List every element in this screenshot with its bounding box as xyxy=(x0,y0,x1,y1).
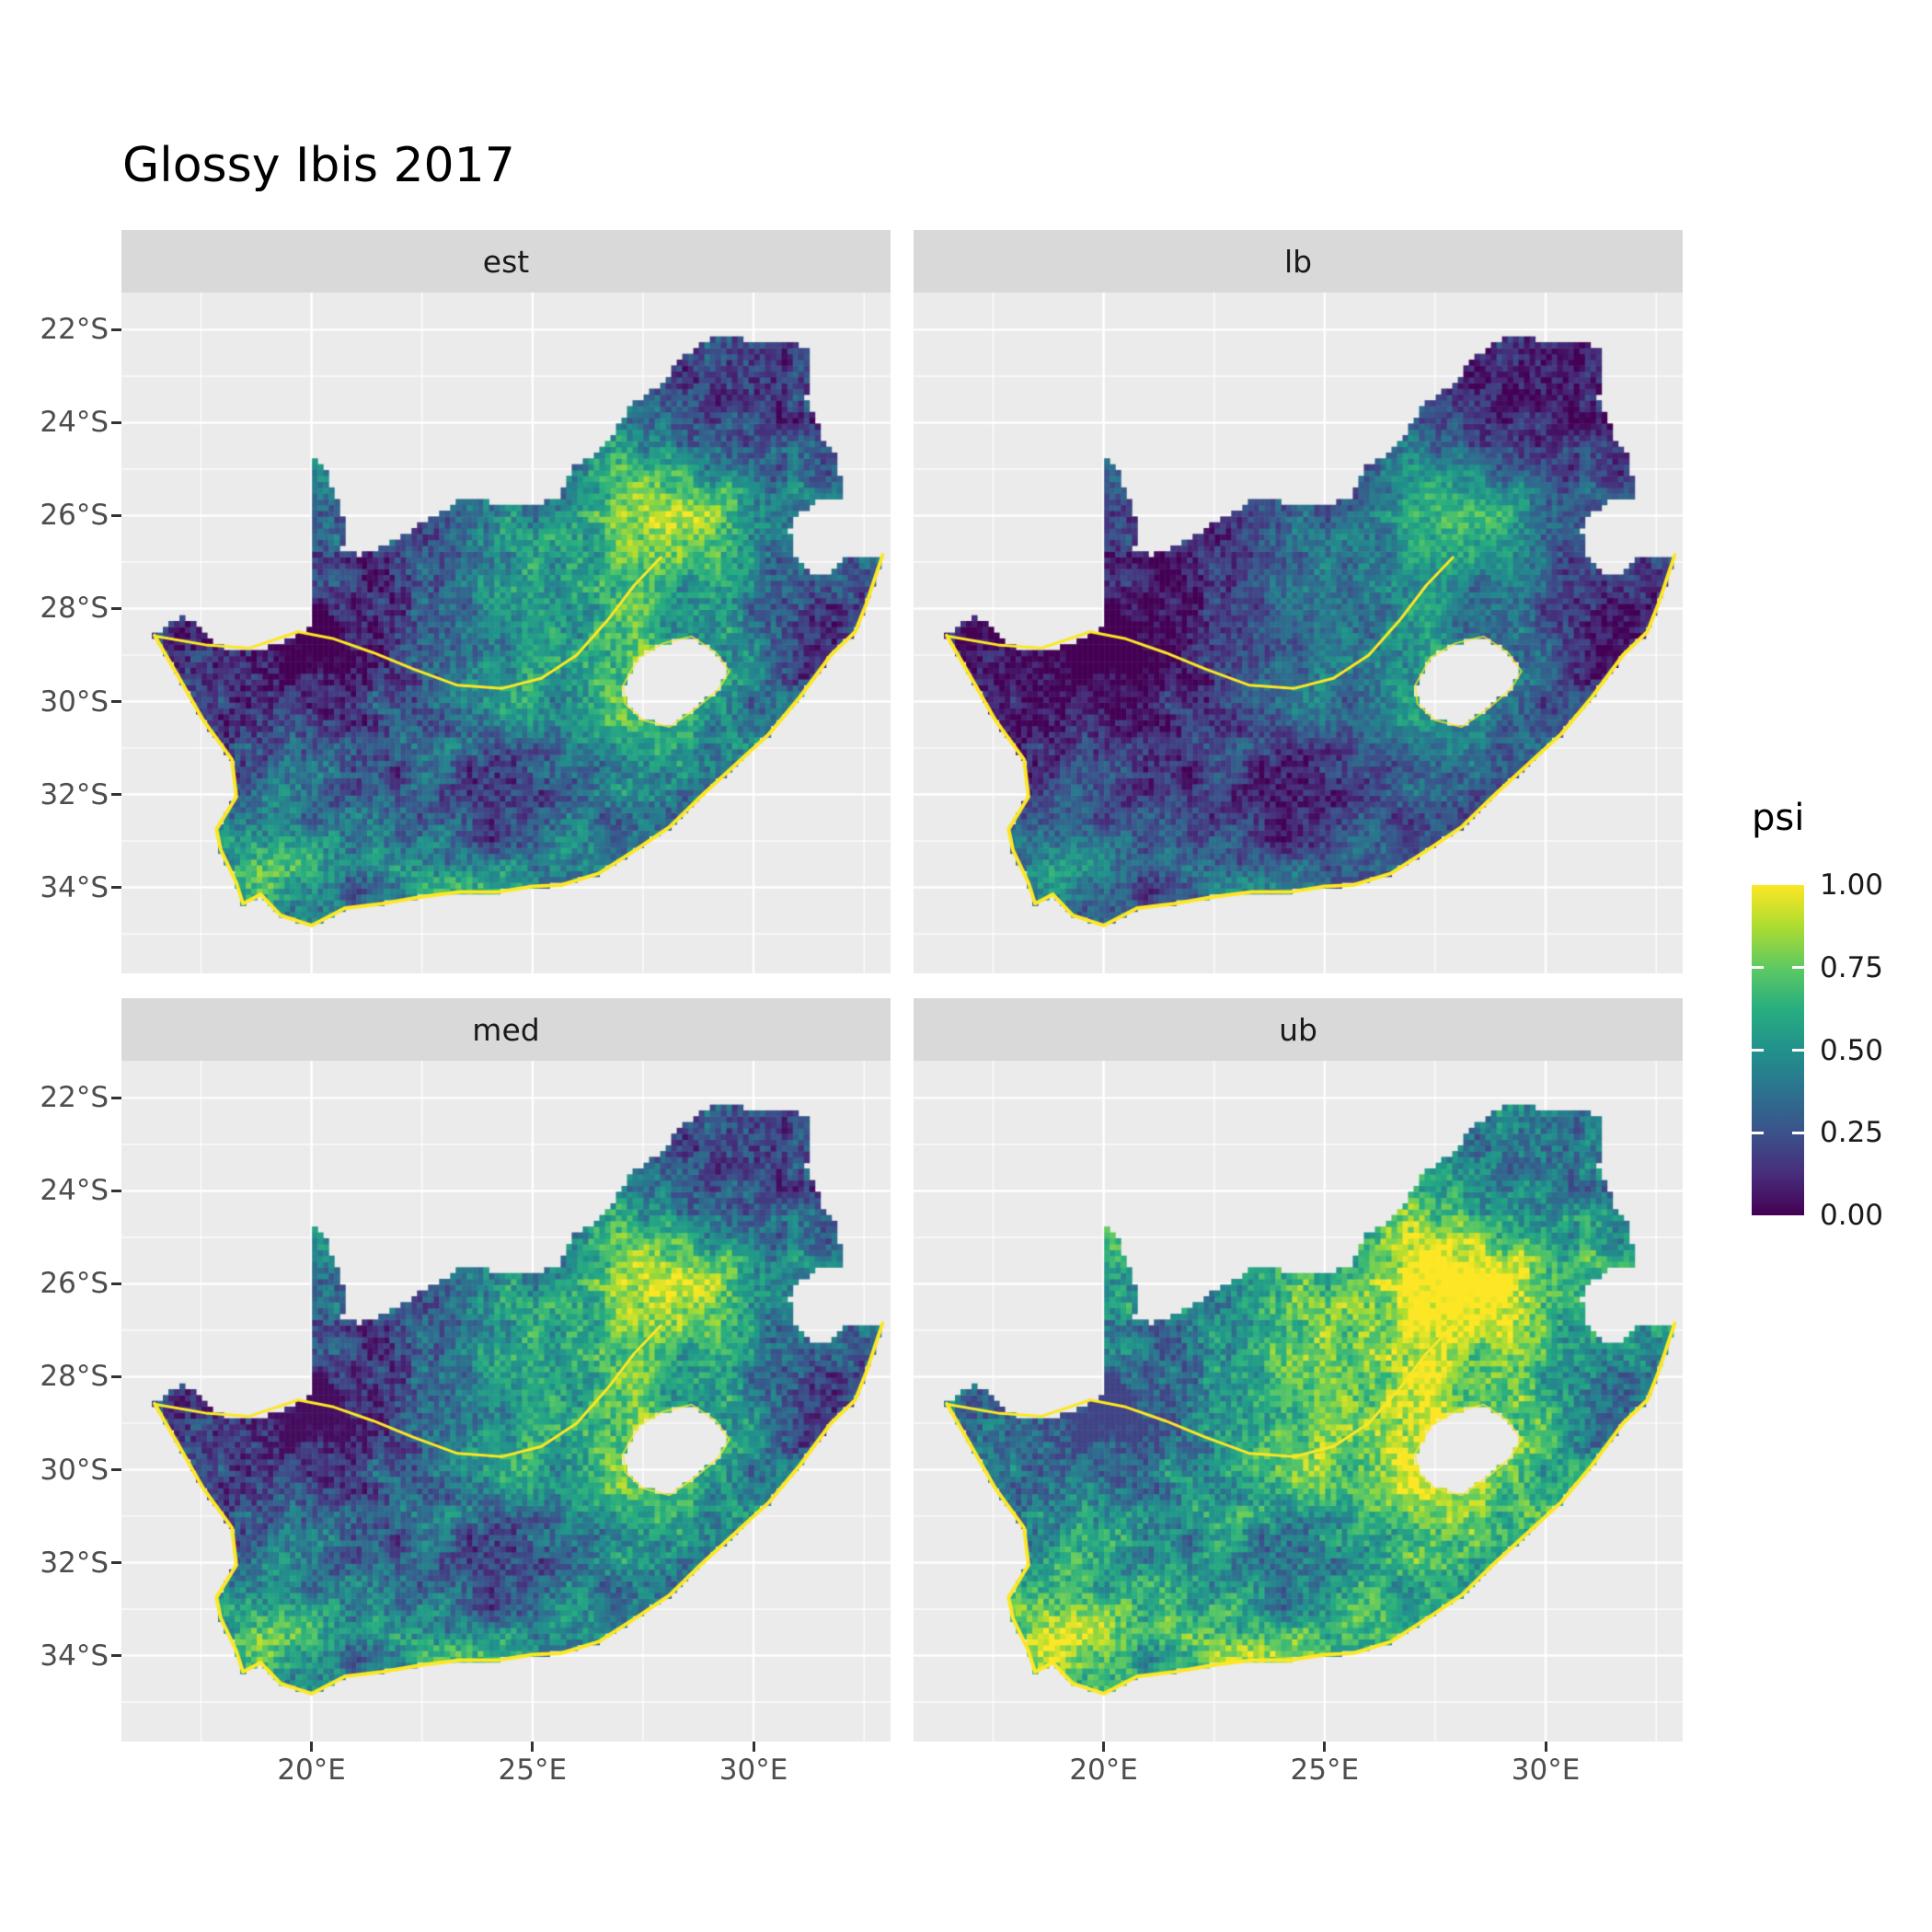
facet-label-med: med xyxy=(472,1011,540,1048)
y-axis-tick-label: 34°S xyxy=(40,870,109,904)
axis-tick-mark xyxy=(310,1742,314,1752)
y-axis-tick-label: 22°S xyxy=(40,313,109,347)
facet-label-ub: ub xyxy=(1279,1011,1317,1048)
axis-tick-mark xyxy=(111,1282,121,1285)
y-axis-tick-label: 30°S xyxy=(40,1453,109,1487)
axis-tick-mark xyxy=(1544,1742,1547,1752)
axis-tick-mark xyxy=(752,1742,755,1752)
legend-tick-mark xyxy=(1752,1049,1764,1052)
facet-label-est: est xyxy=(482,243,530,280)
axis-tick-mark xyxy=(111,793,121,797)
facet-strip-ub: ub xyxy=(914,998,1683,1061)
map-canvas-med xyxy=(121,1061,891,1742)
x-axis-tick-label: 25°E xyxy=(498,1754,568,1787)
legend-title: psi xyxy=(1752,797,1805,839)
map-panel-lb xyxy=(914,293,1683,973)
y-axis-tick-label: 24°S xyxy=(40,1174,109,1208)
legend-tick-mark xyxy=(1752,966,1764,970)
facet-strip-lb: lb xyxy=(914,230,1683,293)
y-axis-tick-label: 32°S xyxy=(40,1546,109,1580)
x-axis-tick-label: 30°E xyxy=(1511,1754,1581,1787)
legend-tick-mark xyxy=(1752,1131,1764,1134)
axis-tick-mark xyxy=(111,1096,121,1099)
map-canvas-est xyxy=(121,293,891,973)
y-axis-tick-label: 28°S xyxy=(40,1360,109,1394)
legend-tick-label: 0.00 xyxy=(1820,1199,1884,1232)
map-panel-est xyxy=(121,293,891,973)
x-axis-tick-label: 30°E xyxy=(719,1754,788,1787)
facet-strip-est: est xyxy=(121,230,891,293)
legend-tick-label: 1.00 xyxy=(1820,868,1884,902)
y-axis-tick-label: 28°S xyxy=(40,592,109,626)
axis-tick-mark xyxy=(111,606,121,610)
x-axis-tick-label: 20°E xyxy=(1069,1754,1138,1787)
axis-tick-mark xyxy=(1102,1742,1106,1752)
y-axis-tick-label: 26°S xyxy=(40,499,109,533)
facet-strip-med: med xyxy=(121,998,891,1061)
axis-tick-mark xyxy=(111,1468,121,1471)
x-axis-tick-label: 20°E xyxy=(277,1754,346,1787)
axis-tick-mark xyxy=(111,1654,121,1658)
y-axis-tick-label: 30°S xyxy=(40,684,109,719)
legend-tick-label: 0.75 xyxy=(1820,950,1884,984)
map-panel-ub xyxy=(914,1061,1683,1742)
axis-tick-mark xyxy=(1323,1742,1327,1752)
legend-tick-mark xyxy=(1792,966,1804,970)
plot-title: Glossy Ibis 2017 xyxy=(122,138,515,193)
legend-tick-label: 0.25 xyxy=(1820,1116,1884,1150)
legend-tick-mark xyxy=(1792,1131,1804,1134)
axis-tick-mark xyxy=(531,1742,535,1752)
map-panel-med xyxy=(121,1061,891,1742)
map-canvas-ub xyxy=(914,1061,1683,1742)
axis-tick-mark xyxy=(111,886,121,890)
axis-tick-mark xyxy=(111,1561,121,1565)
legend-tick-label: 0.50 xyxy=(1820,1033,1884,1067)
y-axis-tick-label: 26°S xyxy=(40,1267,109,1301)
y-axis-tick-label: 24°S xyxy=(40,406,109,440)
y-axis-tick-label: 22°S xyxy=(40,1081,109,1115)
y-axis-tick-label: 34°S xyxy=(40,1639,109,1673)
axis-tick-mark xyxy=(111,513,121,517)
axis-tick-mark xyxy=(111,1189,121,1192)
facet-label-lb: lb xyxy=(1283,243,1313,280)
axis-tick-mark xyxy=(111,700,121,703)
x-axis-tick-label: 25°E xyxy=(1290,1754,1360,1787)
y-axis-tick-label: 32°S xyxy=(40,777,109,811)
axis-tick-mark xyxy=(111,420,121,424)
map-canvas-lb xyxy=(914,293,1683,973)
axis-tick-mark xyxy=(111,328,121,331)
axis-tick-mark xyxy=(111,1374,121,1378)
legend-tick-mark xyxy=(1792,1049,1804,1052)
